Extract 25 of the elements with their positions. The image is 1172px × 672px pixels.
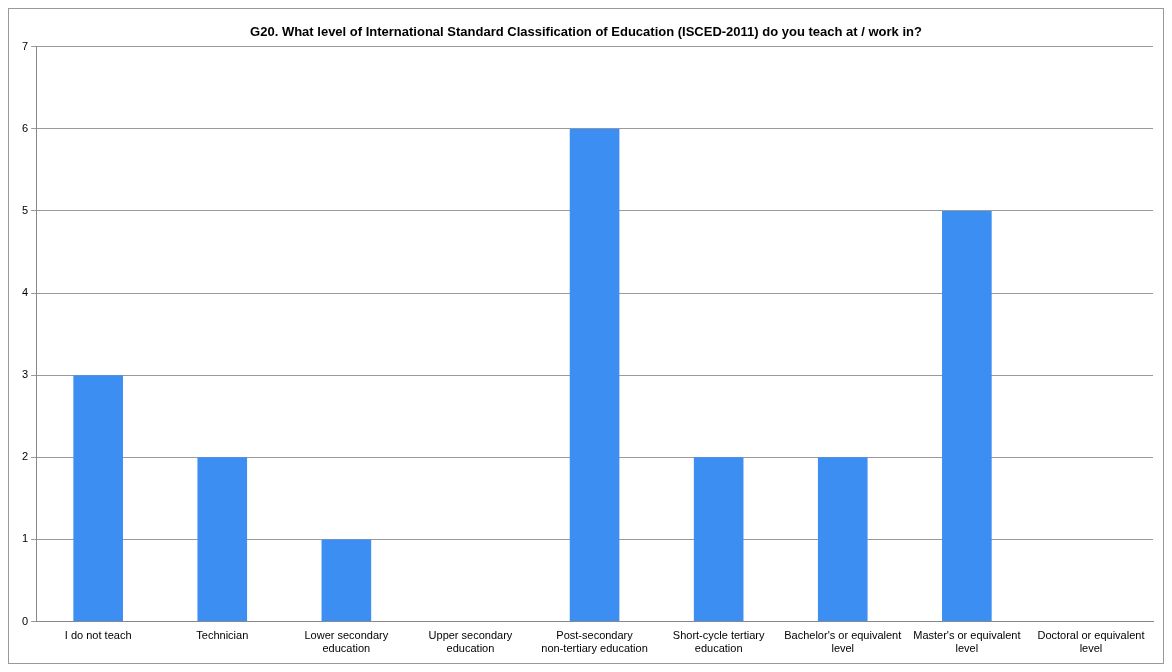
- x-tick-label: Upper secondary education: [428, 629, 513, 655]
- bar: [942, 210, 992, 622]
- x-tick-label: I do not teach: [64, 629, 132, 642]
- y-tick-label: 3: [21, 368, 29, 381]
- y-tick-label: 2: [21, 450, 29, 463]
- bar: [321, 539, 372, 622]
- x-tick-label: Lower secondary education: [304, 629, 389, 655]
- x-tick-label: Doctoral or equivalent level: [1037, 629, 1145, 655]
- x-tick-label: Master's or equivalent level: [913, 629, 1021, 655]
- y-tick-label: 6: [21, 121, 29, 134]
- y-tick-label: 1: [21, 532, 29, 545]
- bar: [197, 457, 248, 622]
- y-tick-label: 0: [21, 614, 29, 627]
- y-tick-label: 5: [21, 203, 29, 216]
- bar: [817, 457, 868, 622]
- x-tick-label: Technician: [196, 629, 249, 642]
- chart-title: G20. What level of International Standard Classification of Education (ISCED-2011) do you teach at / work in?: [250, 24, 922, 40]
- bar: [569, 128, 620, 622]
- x-tick-label: Short-cycle tertiary education: [672, 629, 765, 655]
- y-tick-label: 7: [21, 39, 29, 52]
- x-tick-label: Bachelor's or equivalent level: [784, 629, 902, 655]
- x-tick-label: Post-secondary non-tertiary education: [541, 629, 648, 655]
- bar: [693, 457, 744, 622]
- bar: [73, 375, 123, 622]
- y-tick-label: 4: [21, 286, 29, 299]
